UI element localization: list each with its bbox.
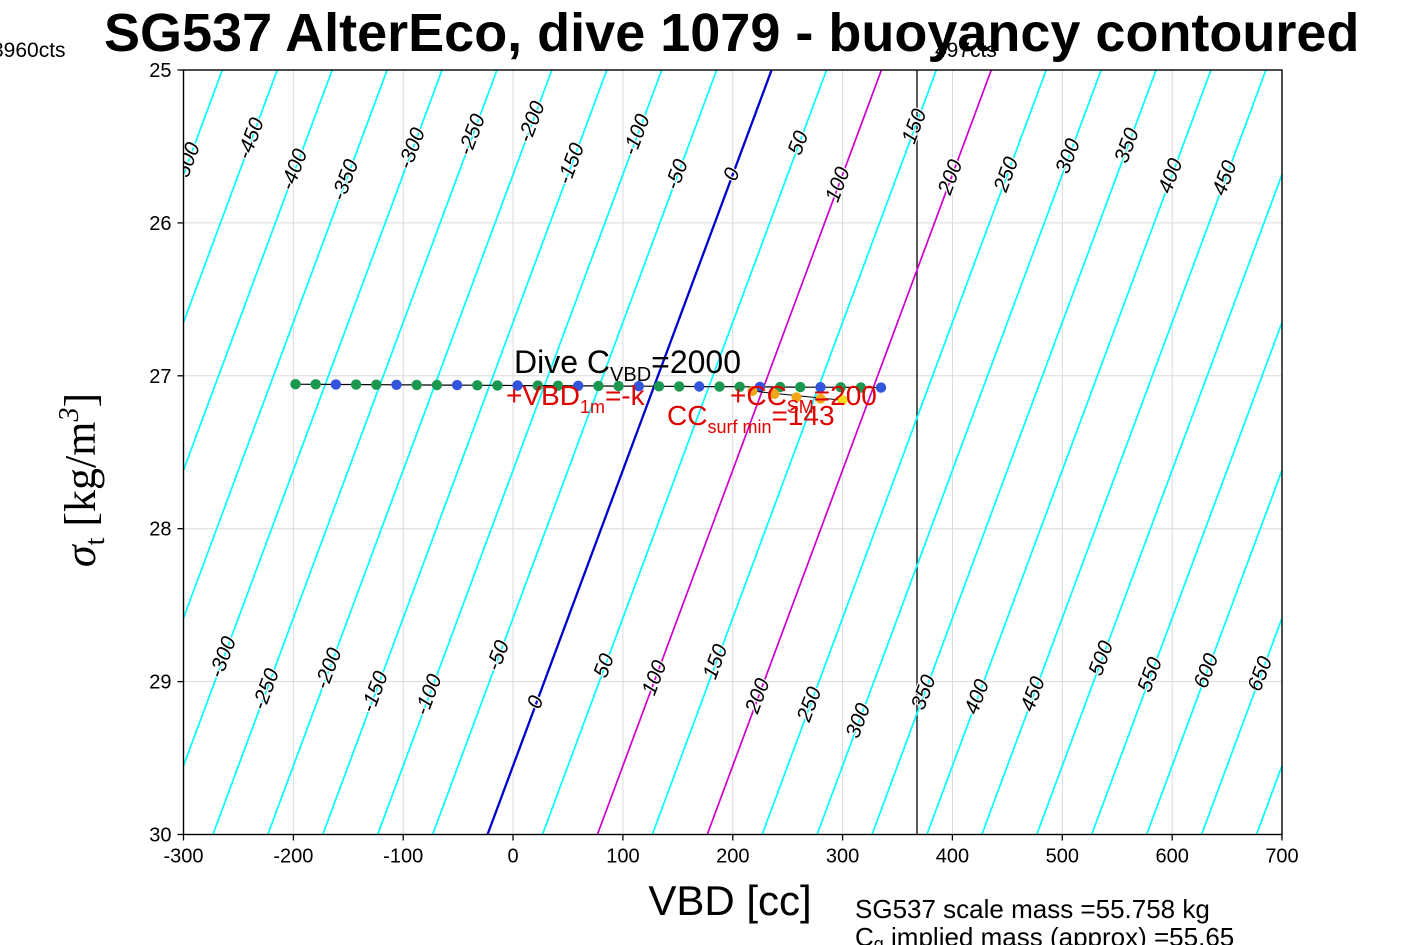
svg-text:3960cts: 3960cts xyxy=(0,39,66,62)
svg-text:600: 600 xyxy=(1156,846,1189,868)
svg-text:-200: -200 xyxy=(273,846,313,868)
svg-text:-100: -100 xyxy=(383,846,423,868)
svg-text:29: 29 xyxy=(149,672,171,694)
svg-text:400: 400 xyxy=(936,846,969,868)
svg-text:28: 28 xyxy=(149,519,171,541)
svg-text:300: 300 xyxy=(826,846,859,868)
svg-text:200: 200 xyxy=(716,846,749,868)
svg-text:SG537 AlterEco, dive 1079 - bu: SG537 AlterEco, dive 1079 - buoyancy con… xyxy=(104,3,1359,63)
svg-text:VBD [cc]: VBD [cc] xyxy=(648,877,811,924)
svg-text:25: 25 xyxy=(149,60,171,82)
svg-text:497cts: 497cts xyxy=(935,39,997,62)
svg-text:Cg implied mass (approx) =55.6: Cg implied mass (approx) =55.65 xyxy=(855,922,1234,945)
svg-text:0: 0 xyxy=(507,846,518,868)
svg-text:500: 500 xyxy=(1046,846,1079,868)
svg-text:SG537 scale mass =55.758 kg: SG537 scale mass =55.758 kg xyxy=(855,894,1210,924)
svg-text:26: 26 xyxy=(149,213,171,235)
svg-text:-300: -300 xyxy=(163,846,203,868)
svg-text:700: 700 xyxy=(1265,846,1298,868)
svg-text:27: 27 xyxy=(149,366,171,388)
svg-text:30: 30 xyxy=(149,825,171,847)
svg-text:100: 100 xyxy=(606,846,639,868)
